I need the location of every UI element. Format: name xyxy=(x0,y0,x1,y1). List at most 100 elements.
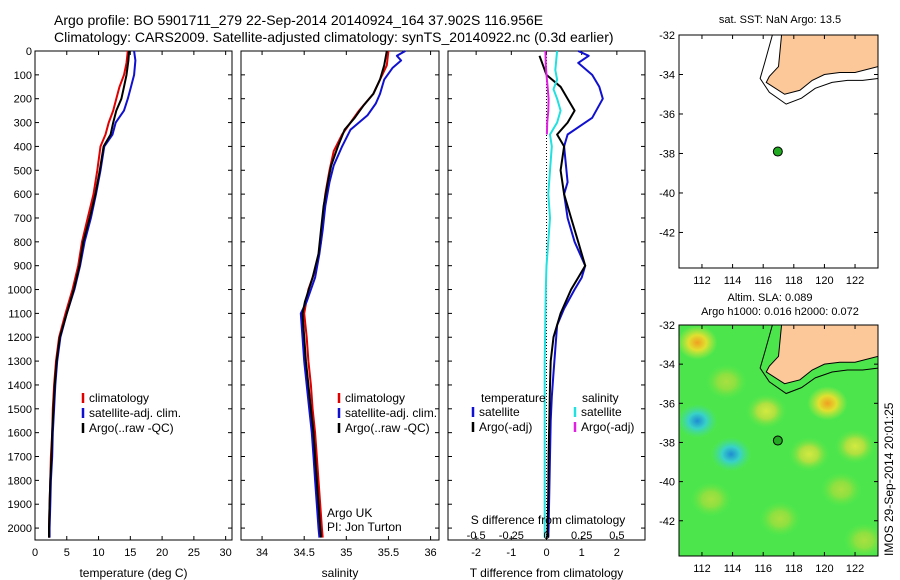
legend-label: satellite xyxy=(479,405,520,419)
y-tick-label: 1600 xyxy=(8,428,32,440)
plot-frame xyxy=(34,50,233,541)
x-tick-label: 120 xyxy=(815,563,833,575)
y-tick-label: -34 xyxy=(659,69,675,81)
x-axis-label: temperature (deg C) xyxy=(79,566,187,580)
y-tick-label: 300 xyxy=(14,118,32,130)
profile-panel-1: 0100200300400500600700800900100011001200… xyxy=(8,46,233,580)
y-tick-label: -40 xyxy=(659,188,675,200)
y-tick-label: 2000 xyxy=(8,523,32,535)
argo-float-marker xyxy=(772,146,783,157)
profile-panel-2: 34 34.5 35 35.5 36 salinity climatologysatelli… xyxy=(240,50,440,580)
y-tick-label: 800 xyxy=(14,237,32,249)
s-tick-label: 0.25 xyxy=(571,530,592,542)
series-line-satellite xyxy=(299,50,406,538)
s-tick-label: 0.5 xyxy=(609,530,624,542)
x-tick-label: 112 xyxy=(693,563,711,575)
s-tick-label: -0.25 xyxy=(499,530,524,542)
y-tick-label: 200 xyxy=(14,94,32,106)
pi-label: PI: Jon Turton xyxy=(327,520,402,534)
y-tick-label: 100 xyxy=(14,70,32,82)
legend-label: Argo(..raw -QC) xyxy=(345,421,430,435)
x-axis-label: salinity xyxy=(322,566,359,580)
x-tick-label: 2 xyxy=(614,547,620,559)
x-tick-label: 122 xyxy=(846,275,864,287)
map-panel-1: 112 114 116 118 120 122 -32 -34 -36 -38 -40 -42 sat.… xyxy=(659,14,879,287)
legend-label: satellite-adj. clim. xyxy=(345,406,437,420)
shelf-contour xyxy=(759,35,878,105)
x-tick-label: 114 xyxy=(724,563,742,575)
legend-title-salinity: salinity xyxy=(582,391,619,405)
map-subtitle-sla: Argo h1000: 0.016 h2000: 0.072 xyxy=(701,306,859,318)
series-line-satellite xyxy=(547,50,604,538)
x-tick-label: 1 xyxy=(579,547,585,559)
x-tick-label: 116 xyxy=(754,563,772,575)
y-tick-label: 1500 xyxy=(8,404,32,416)
x-tick-label: 116 xyxy=(754,275,772,287)
argo-float-marker xyxy=(772,435,783,446)
legend-label: climatology xyxy=(89,391,149,405)
y-tick-label: 1000 xyxy=(8,285,32,297)
figure-title-line-2: Climatology: CARS2009. Satellite-adjuste… xyxy=(54,29,614,45)
sla-eddy xyxy=(679,403,718,438)
sla-eddy xyxy=(706,364,747,399)
figure-title-line-1: Argo profile: BO 5901711_279 22-Sep-2014… xyxy=(54,12,544,28)
x-tick-label: 36 xyxy=(424,547,436,559)
legend-label: Argo(-adj) xyxy=(479,420,532,434)
x-tick-label: 112 xyxy=(693,275,711,287)
sla-eddy xyxy=(835,429,876,464)
land-australia xyxy=(765,325,878,385)
x-tick-label: -1 xyxy=(506,547,516,559)
sla-eddy xyxy=(760,501,801,536)
map-title-sst: sat. SST: NaN Argo: 13.5 xyxy=(719,14,841,26)
y-tick-label: -34 xyxy=(659,359,675,371)
s-axis-label: S difference from climatology xyxy=(471,513,626,527)
x-tick-label: 35 xyxy=(340,547,352,559)
sla-eddy xyxy=(821,472,862,507)
y-tick-label: -32 xyxy=(659,30,675,42)
y-tick-label: -42 xyxy=(659,516,675,528)
y-tick-label: -40 xyxy=(659,477,675,489)
x-axis-label: T difference from climatology xyxy=(470,566,624,580)
x-tick-label: 122 xyxy=(846,563,864,575)
y-tick-label: -32 xyxy=(659,320,675,332)
x-tick-label: 0 xyxy=(543,547,549,559)
y-tick-label: -36 xyxy=(659,398,675,410)
x-tick-label: -2 xyxy=(471,547,481,559)
legend-label: climatology xyxy=(345,391,405,405)
y-tick-label: -38 xyxy=(659,437,675,449)
legend-label: Argo(..raw -QC) xyxy=(89,421,174,435)
y-tick-label: 1800 xyxy=(8,475,32,487)
y-tick-label: 400 xyxy=(14,141,32,153)
x-tick-label: 120 xyxy=(815,275,833,287)
x-tick-label: 10 xyxy=(92,547,104,559)
x-tick-label: 118 xyxy=(785,563,803,575)
map-frame xyxy=(678,324,879,557)
series-line-sal_satellite xyxy=(543,50,562,538)
legend-label: Argo(-adj) xyxy=(581,420,634,434)
profile-panel-3: -2 -1 0 1 2 T difference from climatology S di… xyxy=(447,50,646,580)
legend-title-temperature: temperature xyxy=(481,391,546,405)
y-tick-label: -42 xyxy=(659,227,675,239)
y-tick-label: 1300 xyxy=(8,356,32,368)
map-panel-2: 112 114 116 118 120 122 -32 -34 -36 -38 -40 -42 Alti… xyxy=(659,292,879,575)
series-line-argo xyxy=(538,55,587,538)
x-tick-label: 0 xyxy=(32,547,38,559)
s-tick-label: -0.5 xyxy=(467,530,486,542)
x-tick-label: 5 xyxy=(64,547,70,559)
legend-label: satellite-adj. clim. xyxy=(89,406,181,420)
legend-label: satellite xyxy=(581,405,622,419)
map-title-sla: Altim. SLA: 0.089 xyxy=(728,292,813,304)
sla-eddy xyxy=(789,437,830,472)
sla-eddy xyxy=(746,394,787,429)
x-tick-label: 35.5 xyxy=(378,547,399,559)
series-line-argo xyxy=(301,50,388,538)
y-tick-label: 1400 xyxy=(8,380,32,392)
y-tick-label: 1700 xyxy=(8,452,32,464)
sla-eddy xyxy=(691,482,732,517)
y-tick-label: 0 xyxy=(26,46,32,58)
x-tick-label: 34.5 xyxy=(293,547,314,559)
x-tick-label: 25 xyxy=(188,547,200,559)
sla-eddy xyxy=(807,386,848,421)
sla-eddy xyxy=(679,325,718,360)
